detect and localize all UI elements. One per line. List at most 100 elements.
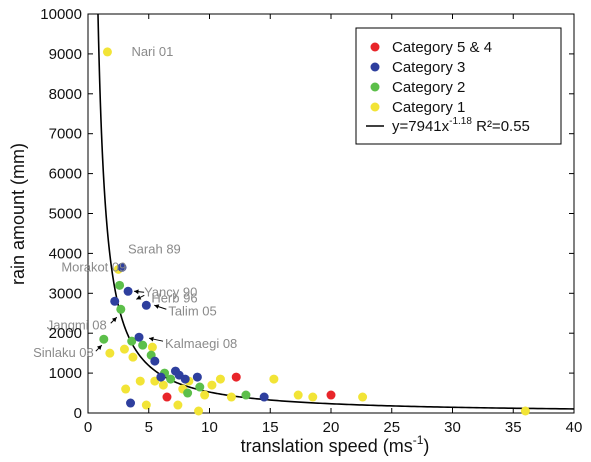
data-point <box>127 336 137 346</box>
y-tick-label: 9000 <box>49 46 82 63</box>
data-point <box>99 334 109 344</box>
data-point <box>115 280 125 290</box>
data-point <box>156 372 166 382</box>
annotation-label: Kalmaegi 08 <box>165 336 237 351</box>
annotation-label: Sarah 89 <box>128 241 181 256</box>
data-point <box>158 380 168 390</box>
annotation-arrowhead <box>134 289 139 295</box>
annotation-label: Sinlaku 08 <box>33 345 94 360</box>
legend-items: Category 5 & 4 Category 3 Category 2 Catego… <box>370 39 492 116</box>
legend-label: Category 2 <box>392 79 465 96</box>
data-point <box>180 374 190 384</box>
data-point <box>141 300 151 310</box>
x-tick-label: 10 <box>201 419 218 436</box>
fit-curve <box>97 13 575 410</box>
data-point <box>102 47 112 57</box>
legend-box <box>355 27 562 145</box>
legend-fit-label: y=7941x-1.18 R²=0.55 <box>392 116 530 135</box>
annotation-label: Jangmi 08 <box>47 317 107 332</box>
y-tick-label: 3000 <box>49 285 82 302</box>
data-point <box>192 372 202 382</box>
legend-label: Category 5 & 4 <box>392 39 492 56</box>
x-axis-label: translation speed (ms-1) <box>241 433 430 456</box>
data-point <box>358 392 368 402</box>
data-point <box>150 356 160 366</box>
legend-swatch <box>370 82 380 92</box>
data-point <box>123 286 133 296</box>
annotation-label: Yancy 90 <box>144 284 197 299</box>
data-point <box>121 384 131 394</box>
data-point <box>200 390 210 400</box>
x-tick-label: 25 <box>383 419 400 436</box>
annotation-label: Talim 05 <box>168 303 216 318</box>
annotation-arrows <box>95 289 167 352</box>
legend-label: Category 1 <box>392 99 465 116</box>
data-point <box>116 304 126 314</box>
y-tick-label: 2000 <box>49 325 82 342</box>
annotation-arrowhead <box>96 345 102 350</box>
data-point <box>231 372 241 382</box>
annotation-label: Herb 96 <box>151 290 197 305</box>
y-tick-label: 7000 <box>49 126 82 143</box>
data-point <box>173 400 183 410</box>
x-tick-label: 5 <box>145 419 153 436</box>
data-point <box>259 392 269 402</box>
data-point <box>126 398 136 408</box>
annotation-arrowhead <box>136 295 142 300</box>
data-point <box>105 348 115 358</box>
y-tick-label: 6000 <box>49 166 82 183</box>
x-tick-label: 40 <box>566 419 583 436</box>
data-point <box>183 388 193 398</box>
data-point <box>293 390 303 400</box>
x-tick-label: 20 <box>323 419 340 436</box>
legend-swatch <box>370 62 380 72</box>
data-point <box>135 376 145 386</box>
x-tick-label: 35 <box>505 419 522 436</box>
data-point <box>128 352 138 362</box>
data-point <box>119 344 129 354</box>
x-axis-label-superscript: -1 <box>413 433 424 447</box>
data-point <box>194 406 204 416</box>
annotation-label: Morakot 09 <box>61 259 126 274</box>
data-point <box>141 400 151 410</box>
annotation-arrowhead <box>154 304 160 309</box>
annotation-arrowhead <box>149 336 154 342</box>
legend-label: Category 3 <box>392 59 465 76</box>
data-point <box>326 390 336 400</box>
data-point <box>195 382 205 392</box>
x-tick-label: 30 <box>444 419 461 436</box>
x-tick-label: 15 <box>262 419 279 436</box>
y-tick-label: 4000 <box>49 245 82 262</box>
data-point <box>520 406 530 416</box>
data-point <box>207 380 217 390</box>
legend: Category 5 & 4 Category 3 Category 2 Catego… <box>355 27 562 145</box>
data-point <box>138 340 148 350</box>
data-point <box>166 374 176 384</box>
y-tick-label: 1000 <box>49 365 82 382</box>
legend-swatch <box>370 102 380 112</box>
y-tick-label: 10000 <box>40 6 82 23</box>
data-point <box>162 392 172 402</box>
annotation-label: Nari 01 <box>131 44 173 59</box>
annotation-arrowhead <box>111 317 117 323</box>
legend-swatch <box>370 42 380 52</box>
data-point <box>241 390 251 400</box>
points-layer <box>99 47 530 416</box>
data-point <box>269 374 279 384</box>
legend-fit-exponent: -1.18 <box>449 116 472 127</box>
data-point <box>117 262 127 272</box>
y-axis-label: rain amount (mm) <box>8 143 28 285</box>
x-tick-label: 0 <box>84 419 92 436</box>
data-point <box>134 332 144 342</box>
fit-layer <box>97 13 575 410</box>
data-point <box>147 342 157 352</box>
y-tick-label: 8000 <box>49 86 82 103</box>
y-axis-ticks: 0 1000 2000 3000 4000 5000 6000 7000 8000 9000 100… <box>40 6 574 422</box>
y-tick-label: 5000 <box>49 206 82 223</box>
y-tick-label: 0 <box>74 405 82 422</box>
data-point <box>308 392 318 402</box>
data-point <box>215 374 225 384</box>
